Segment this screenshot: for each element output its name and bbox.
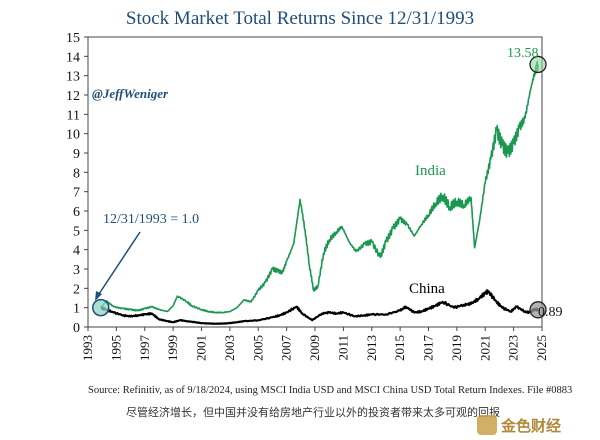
- y-tick-label: 3: [73, 263, 80, 278]
- watermark-text: 金色财经: [500, 417, 561, 435]
- x-tick-label: 2009: [307, 335, 322, 361]
- india-end-marker: [529, 55, 547, 74]
- x-tick-label: 2021: [477, 335, 492, 361]
- series-line-india: [100, 60, 539, 314]
- x-tick-label: 1997: [137, 335, 152, 362]
- y-tick-label: 11: [67, 108, 80, 123]
- source-note: Source: Refinitiv, as of 9/18/2024, usin…: [88, 385, 572, 396]
- y-tick-label: 13: [66, 70, 80, 85]
- x-axis: 1993 1995 1997 1999 2001 2003 2005 2007 2009 2011…: [80, 327, 549, 361]
- y-tick-label: 12: [66, 89, 80, 104]
- series-layer: [100, 60, 539, 325]
- y-tick-label: 4: [73, 244, 80, 259]
- y-tick-label: 2: [73, 282, 80, 297]
- y-tick-label: 5: [73, 224, 80, 239]
- india-end-value: 13.58: [507, 46, 539, 61]
- x-tick-label: 1999: [165, 335, 180, 361]
- y-tick-label: 7: [73, 186, 80, 201]
- x-tick-label: 2017: [421, 335, 436, 362]
- y-tick-label: 10: [66, 128, 80, 143]
- x-tick-label: 2015: [392, 335, 407, 361]
- x-tick-label: 1993: [80, 335, 95, 361]
- x-tick-label: 2025: [534, 335, 549, 361]
- x-tick-label: 2019: [449, 335, 464, 361]
- x-tick-label: 2003: [222, 335, 237, 361]
- caption: 尽管经济增长，但中国并没有给房地产行业以外的投资者带来太多可观的回报: [126, 405, 500, 419]
- start-arrow-line: [96, 231, 141, 298]
- watermark-logo: 金色财经: [477, 415, 561, 435]
- india-label: India: [415, 163, 446, 179]
- x-tick-label: 1995: [108, 335, 123, 361]
- chart-title: Stock Market Total Returns Since 12/31/1…: [126, 8, 474, 29]
- y-tick-label: 15: [66, 31, 80, 46]
- x-tick-label: 2011: [335, 335, 350, 361]
- x-tick-label: 2007: [279, 335, 294, 362]
- plot-area: [87, 36, 543, 328]
- china-label: China: [409, 281, 445, 297]
- author-handle: @JeffWeniger: [92, 86, 169, 101]
- y-tick-label: 1: [73, 302, 80, 317]
- y-tick-label: 9: [73, 147, 80, 162]
- y-tick-label: 0: [73, 321, 80, 336]
- china-end-value: 0.89: [538, 305, 563, 320]
- plot-frame: [87, 36, 543, 328]
- start-marker: [92, 298, 110, 317]
- y-tick-label: 8: [73, 166, 80, 181]
- x-tick-label: 2005: [250, 335, 265, 361]
- y-tick-label: 6: [73, 205, 80, 220]
- x-tick-label: 2001: [194, 335, 209, 361]
- y-tick-label: 14: [66, 50, 80, 65]
- watermark-icon: [477, 415, 497, 435]
- china-end-marker: [529, 301, 547, 319]
- x-tick-label: 2023: [506, 335, 521, 361]
- series-line-china: [100, 289, 539, 325]
- x-tick-label: 2013: [364, 335, 379, 361]
- start-annotation: 12/31/1993 = 1.0: [103, 212, 199, 227]
- start-arrow-head: [95, 291, 102, 301]
